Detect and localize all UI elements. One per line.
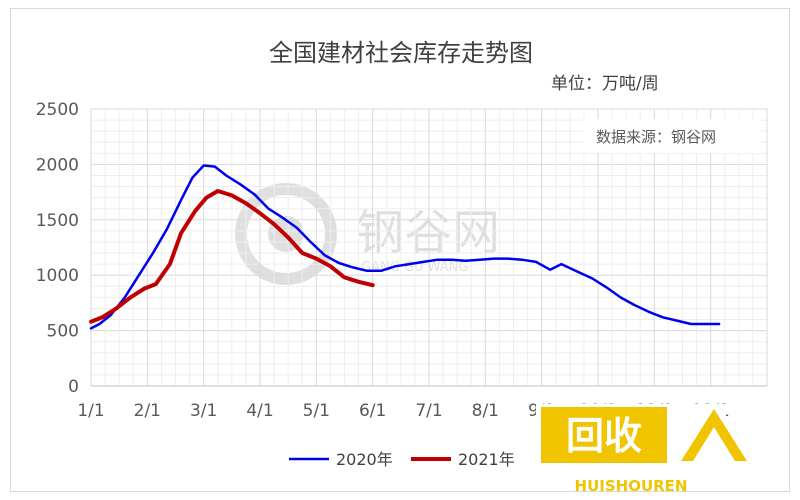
source-label: 数据来源：钢谷网 — [596, 128, 716, 146]
legend: 2020年 2021年 — [289, 450, 515, 469]
corner-logo-badge — [541, 407, 667, 463]
legend-label-2: 2021年 — [458, 450, 515, 469]
source-box — [583, 119, 761, 153]
corner-logo-subtext: HUISHOUREN — [575, 477, 688, 493]
corner-logo: 回收 HUISHOUREN — [536, 404, 747, 493]
corner-logo-mark — [681, 409, 747, 461]
series-line-2 — [89, 189, 375, 324]
y-tick-label: 0 — [68, 377, 79, 397]
plot-grid — [90, 108, 768, 387]
y-tick-label: 2500 — [36, 100, 79, 120]
corner-logo-text: 回收 — [566, 414, 642, 458]
x-tick-label: 8/1 — [472, 401, 499, 421]
series-layer — [89, 164, 721, 330]
x-tick-label: 5/1 — [303, 401, 330, 421]
legend-label-1: 2020年 — [336, 450, 393, 469]
y-tick-label: 1000 — [36, 266, 79, 286]
y-tick-label: 500 — [47, 322, 79, 342]
y-tick-label: 2000 — [36, 155, 79, 175]
y-tick-label: 1500 — [36, 211, 79, 231]
x-tick-label: 4/1 — [246, 401, 273, 421]
x-tick-label: 2/1 — [134, 401, 161, 421]
watermark-logo: 钢谷网 GANG GU WANG — [235, 183, 500, 285]
y-axis-ticks: 0 500 1000 1500 2000 2500 — [36, 100, 79, 397]
x-tick-label: 1/1 — [77, 401, 104, 421]
unit-label: 单位：万吨/周 — [551, 74, 659, 94]
x-tick-label: 6/1 — [359, 401, 386, 421]
x-tick-label: 3/1 — [190, 401, 217, 421]
chart-title: 全国建材社会库存走势图 — [269, 39, 533, 67]
chart-frame: 全国建材社会库存走势图 单位：万吨/周 钢谷网 GANG GU WANG 0 50… — [10, 8, 790, 493]
watermark-text: 钢谷网 — [356, 205, 500, 261]
x-tick-label: 7/1 — [415, 401, 442, 421]
chart: 全国建材社会库存走势图 单位：万吨/周 钢谷网 GANG GU WANG 0 50… — [36, 39, 768, 493]
series-line-1 — [89, 164, 721, 330]
